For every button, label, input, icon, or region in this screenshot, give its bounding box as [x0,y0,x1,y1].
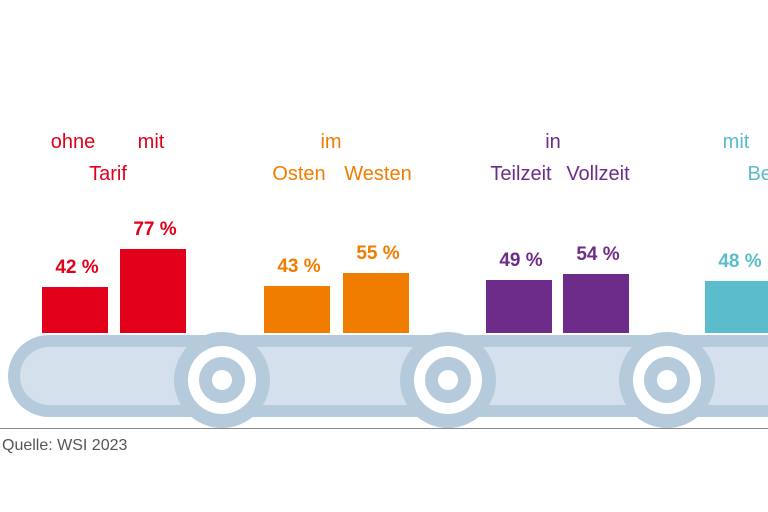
group-header-2: im [320,131,342,153]
source-note: Quelle: WSI 2023 [2,437,128,454]
bar-2-1 [264,286,330,333]
group-subtitle-1: Tarif [89,163,127,185]
baseline-rule [0,428,768,429]
bar-3-1 [486,280,552,333]
bar-4-1 [705,281,768,333]
category-label-3-2: Vollzeit [566,163,630,185]
group-header-4: mit [722,131,750,153]
value-label-3-1: 49 % [499,250,543,271]
category-label-1-1: ohne [50,131,96,153]
roller-center-2 [438,370,458,390]
category-label-2-1: Osten [272,163,326,185]
category-label-3-1: Teilzeit [490,163,552,185]
group-header-3: in [545,131,561,153]
value-label-4-1: 48 % [718,251,762,272]
value-label-2-2: 55 % [356,243,400,264]
value-label-1-1: 42 % [55,257,99,278]
value-label-2-1: 43 % [277,256,321,277]
bar-2-2 [343,273,409,333]
bar-1-1 [42,287,108,333]
roller-center-3 [657,370,677,390]
value-label-1-2: 77 % [133,219,177,240]
category-label-4-1: Befri [747,163,768,185]
roller-center-1 [212,370,232,390]
value-label-3-2: 54 % [576,244,620,265]
bar-3-2 [563,274,629,333]
category-label-2-2: Westen [344,163,412,185]
category-label-1-2: mit [137,131,165,153]
bar-1-2 [120,249,186,333]
